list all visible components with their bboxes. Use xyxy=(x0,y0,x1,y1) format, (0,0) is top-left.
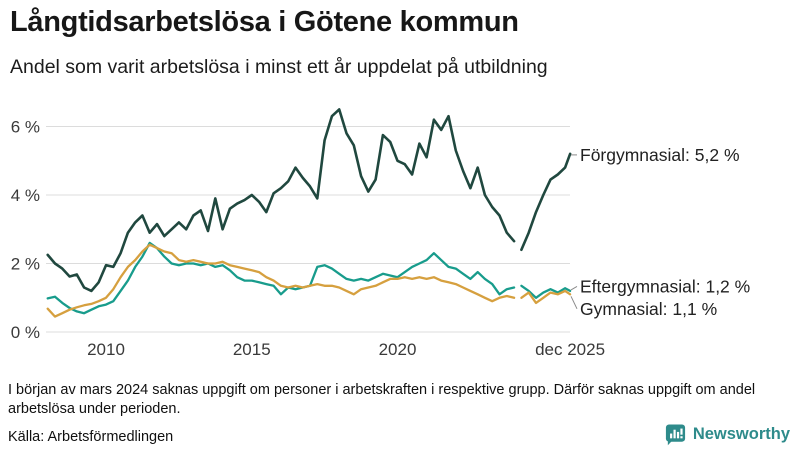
series-end-label-eftergymnasial: Eftergymnasial: 1,2 % xyxy=(580,276,750,296)
series-line-gymnasial xyxy=(520,289,572,305)
newsworthy-branding[interactable]: Newsworthy xyxy=(664,423,790,446)
y-axis-label-0: 0 % xyxy=(11,323,40,342)
x-axis-label-2010: 2010 xyxy=(87,340,125,359)
chart-title: Långtidsarbetslösa i Götene kommun xyxy=(10,6,519,38)
series-line-eftergymnasial xyxy=(46,241,516,315)
x-axis-label-dec-2025: dec 2025 xyxy=(535,340,605,359)
y-axis-label-2: 2 % xyxy=(11,255,40,274)
x-axis-label-2020: 2020 xyxy=(379,340,417,359)
newsworthy-logo-icon xyxy=(665,424,685,446)
y-axis-label-4: 4 % xyxy=(11,186,40,205)
leader-line-gymnasial xyxy=(570,296,578,310)
series-line-eftergymnasial xyxy=(520,284,572,299)
source-label: Källa: Arbetsförmedlingen xyxy=(8,429,174,445)
series-end-label-gymnasial: Gymnasial: 1,1 % xyxy=(580,299,717,319)
leader-line-eftergymnasial xyxy=(570,285,578,291)
series-end-label-forgymnasial: Förgymnasial: 5,2 % xyxy=(580,145,740,165)
y-axis-label-6: 6 % xyxy=(11,118,40,137)
line-chart: 0 % 2 % 4 % 6 % 2010 2015 2020 dec 2025 Förgymna… xyxy=(11,108,750,359)
series-line-gymnasial xyxy=(46,243,516,318)
chart-footnote: I början av mars 2024 saknas uppgift om … xyxy=(8,382,756,418)
newsworthy-wordmark: Newsworthy xyxy=(692,425,790,443)
x-axis-label-2015: 2015 xyxy=(233,340,271,359)
chart-subtitle: Andel som varit arbetslösa i minst ett å… xyxy=(10,56,548,78)
series-line-forgymnasial xyxy=(520,152,572,252)
series-line-forgymnasial xyxy=(46,108,516,293)
